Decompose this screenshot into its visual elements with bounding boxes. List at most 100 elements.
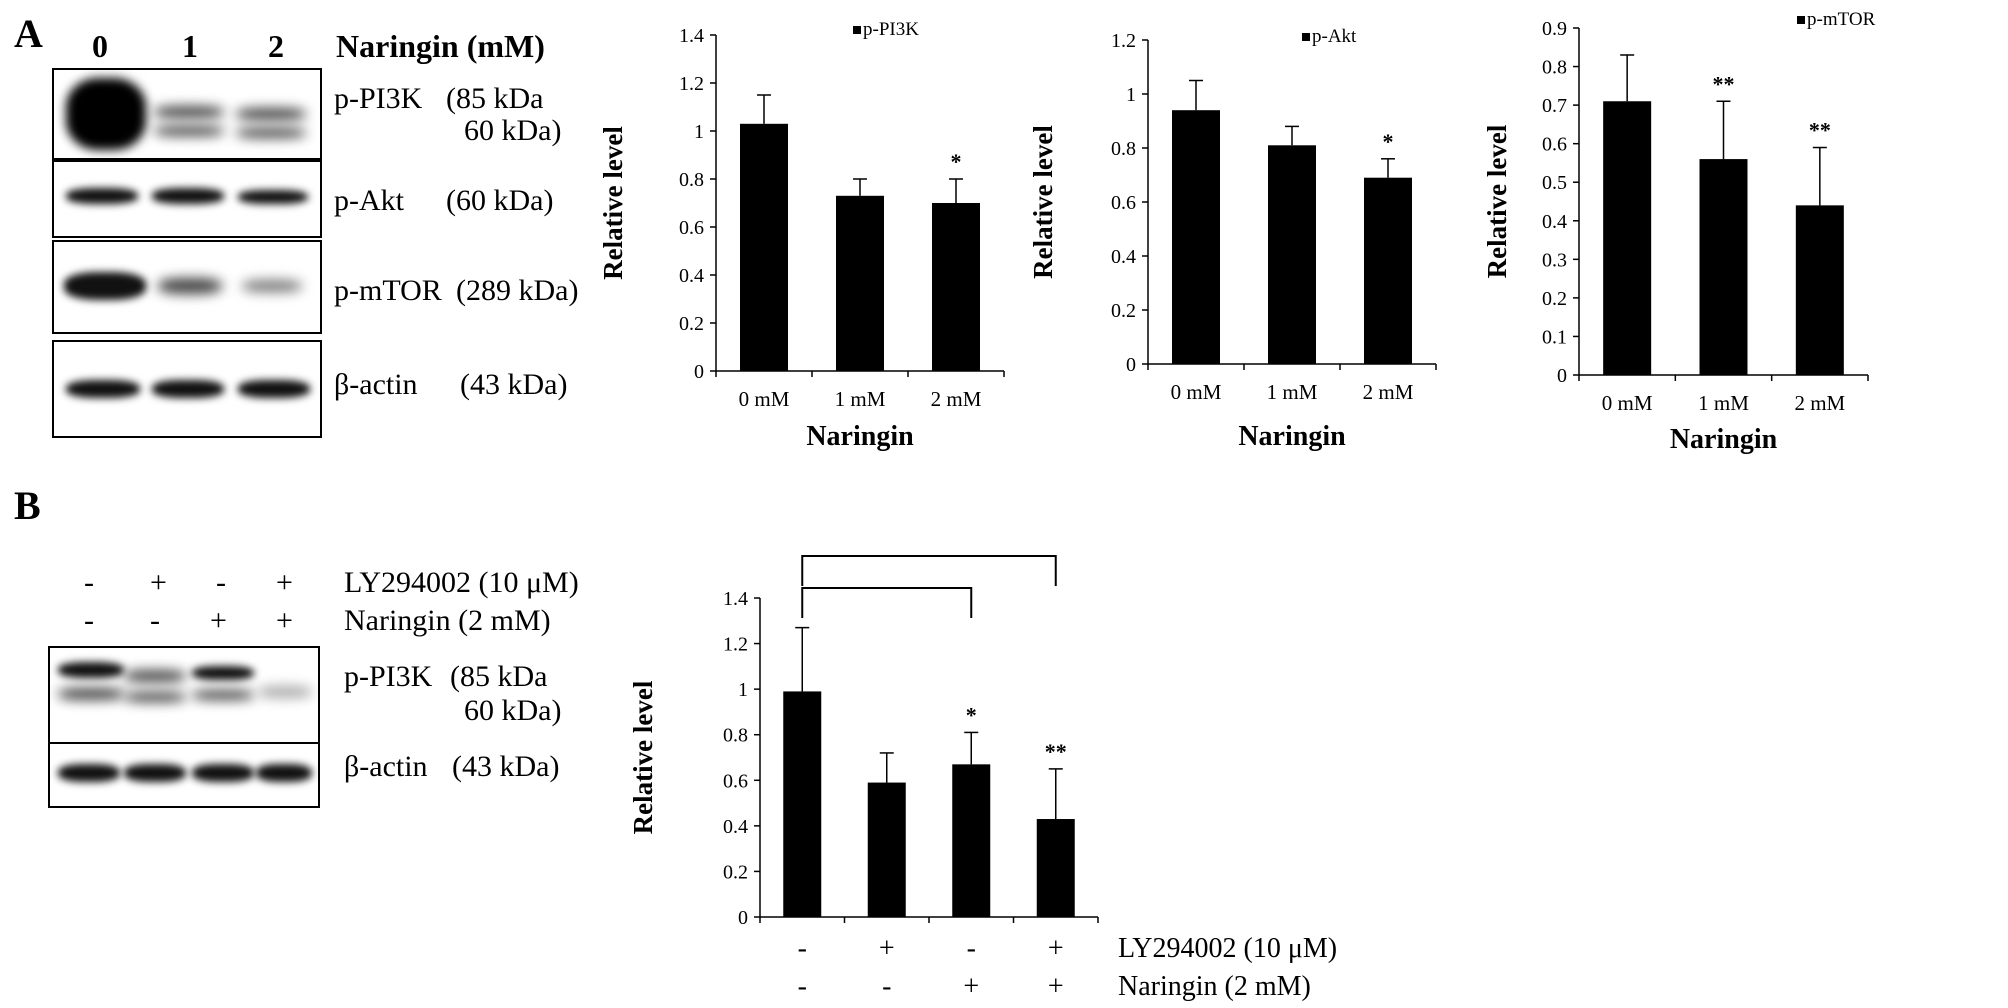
- chart3-condition-value: +: [1048, 933, 1064, 964]
- chart3-y-tick-label: 1.2: [723, 634, 748, 656]
- chart1-y-tick-label: 1: [1126, 84, 1136, 106]
- chart2-significance: **: [1713, 71, 1735, 96]
- band-ppi3k-lane1-upper: [154, 106, 224, 118]
- chart2-y-tick-label: 0.2: [1542, 288, 1567, 310]
- band-pmtor-lane0: [64, 272, 146, 300]
- blot-a-ppi3k: [52, 68, 322, 160]
- chart2-bar: [1603, 101, 1652, 375]
- chart2-y-tick-label: 0.7: [1542, 95, 1567, 117]
- chart3-significance: **: [1045, 739, 1067, 764]
- chart1-bar: [1268, 145, 1316, 364]
- chart2-significance: **: [1809, 118, 1831, 143]
- ly-lane3: -: [216, 566, 226, 599]
- ly-label: LY294002 (10 μM): [344, 566, 579, 599]
- band-b-ppi3k-lane2-lower: [124, 692, 186, 702]
- chart3-condition-label: LY294002 (10 μM): [1118, 933, 1337, 964]
- chart3-condition-label: Naringin (2 mM): [1118, 971, 1311, 1002]
- nar-lane4: +: [276, 604, 293, 637]
- chart2-x-tick-label: 2 mM: [1794, 391, 1845, 415]
- chart2-y-tick-label: 0.9: [1542, 18, 1567, 40]
- blot-b-bactin: [48, 742, 320, 808]
- blot-a-bactin-size: (43 kDa): [460, 368, 568, 401]
- blot-a-pakt-size: (60 kDa): [446, 184, 554, 217]
- band-pmtor-lane2: [242, 280, 302, 292]
- band-bactin-b-lane2: [124, 764, 186, 782]
- ly-lane1: -: [84, 566, 94, 599]
- blot-a-pmtor: [52, 240, 322, 334]
- blot-b-ppi3k-size1: (85 kDa: [450, 660, 548, 693]
- chart0-y-tick-label: 1: [694, 121, 704, 143]
- chart0-bar: [740, 123, 788, 371]
- chart2-y-tick-label: 0.1: [1542, 326, 1567, 348]
- chart3-condition-value: -: [798, 933, 807, 964]
- chart2-legend-label: p-mTOR: [1807, 9, 1876, 30]
- ly-lane4: +: [276, 566, 293, 599]
- chart1-legend-swatch: [1302, 33, 1310, 41]
- chart1-x-tick-label: 2 mM: [1363, 380, 1414, 404]
- band-bactin-a-lane0: [66, 380, 140, 398]
- chart2-y-tick-label: 0.5: [1542, 172, 1567, 194]
- chart2-legend-swatch: [1797, 16, 1805, 24]
- blot-a-bactin: [52, 340, 322, 438]
- lane-label-2: 2: [268, 28, 284, 64]
- chart2-bar: [1795, 205, 1844, 375]
- band-b-ppi3k-lane3-lower: [192, 690, 254, 700]
- chart1-y-label: Relative level: [1028, 125, 1058, 279]
- chart0-x-tick-label: 1 mM: [835, 387, 886, 411]
- band-pmtor-lane1: [158, 278, 222, 294]
- chart0-bar: [836, 195, 884, 371]
- chart3-comparison-bracket: [801, 587, 973, 618]
- chart3-condition-value: -: [798, 971, 807, 1002]
- chart0-y-tick-label: 0: [694, 361, 704, 383]
- band-ppi3k-lane2-upper: [236, 108, 306, 120]
- chart3-y-tick-label: 0.4: [723, 816, 748, 838]
- chart1-y-tick-label: 0.4: [1111, 246, 1136, 268]
- chart3-y-label: Relative level: [628, 680, 658, 834]
- chart3-comparison-bracket: [801, 555, 1057, 586]
- chart0-y-tick-label: 0.2: [679, 313, 704, 335]
- band-b-ppi3k-lane2-upper: [124, 670, 186, 682]
- panel-a-label: A: [14, 11, 43, 56]
- band-b-ppi3k-lane4: [258, 686, 312, 698]
- nar-label: Naringin (2 mM): [344, 604, 551, 637]
- nar-lane1: -: [84, 604, 94, 637]
- chart3-significance: *: [966, 702, 977, 727]
- nar-lane2: -: [150, 604, 160, 637]
- chart3-condition-value: -: [967, 933, 976, 964]
- chart3-y-tick-label: 0.6: [723, 770, 748, 792]
- chart1-legend-label: p-Akt: [1312, 26, 1357, 47]
- chart1-y-tick-label: 0.2: [1111, 300, 1136, 322]
- chart1-y-tick-label: 0.8: [1111, 138, 1136, 160]
- chart3-bar: [952, 764, 991, 917]
- chart1-x-tick-label: 0 mM: [1171, 380, 1222, 404]
- blot-a-ppi3k-size2: 60 kDa): [464, 114, 562, 147]
- blot-a-bactin-protein: β-actin: [334, 368, 418, 401]
- chart0-y-tick-label: 1.4: [679, 25, 704, 47]
- band-bactin-b-lane4: [256, 764, 312, 782]
- blot-a-pmtor-protein: p-mTOR: [334, 274, 442, 307]
- blot-b-ppi3k-protein: p-PI3K: [344, 660, 433, 693]
- chart2-y-label: Relative level: [1482, 124, 1512, 278]
- chart3-bar: [783, 691, 822, 917]
- chart0-legend-label: p-PI3K: [863, 19, 919, 40]
- chart0-x-tick-label: 0 mM: [739, 387, 790, 411]
- chart3-condition-value: +: [1048, 971, 1064, 1002]
- blot-a-ppi3k-size1: (85 kDa: [446, 82, 544, 115]
- chart3-bar: [1036, 819, 1075, 917]
- chart2-y-tick-label: 0.4: [1542, 211, 1567, 233]
- band-b-ppi3k-lane1-upper: [58, 662, 124, 678]
- chart0-significance: *: [951, 149, 962, 174]
- chart2-x-label: Naringin: [1670, 424, 1778, 455]
- chart3-y-tick-label: 1: [738, 679, 748, 701]
- chart0-y-tick-label: 0.6: [679, 217, 704, 239]
- chart2-y-tick-label: 0.8: [1542, 57, 1567, 79]
- band-pakt-lane2: [238, 190, 308, 204]
- chart0-y-tick-label: 1.2: [679, 73, 704, 95]
- chart2-y-tick-label: 0.6: [1542, 134, 1567, 156]
- treatment-label: Naringin (mM): [336, 28, 545, 64]
- band-b-ppi3k-lane3-upper: [192, 666, 254, 680]
- chart2-y-tick-label: 0: [1557, 365, 1567, 387]
- chart3-y-tick-label: 0.8: [723, 725, 748, 747]
- ly-lane2: +: [150, 566, 167, 599]
